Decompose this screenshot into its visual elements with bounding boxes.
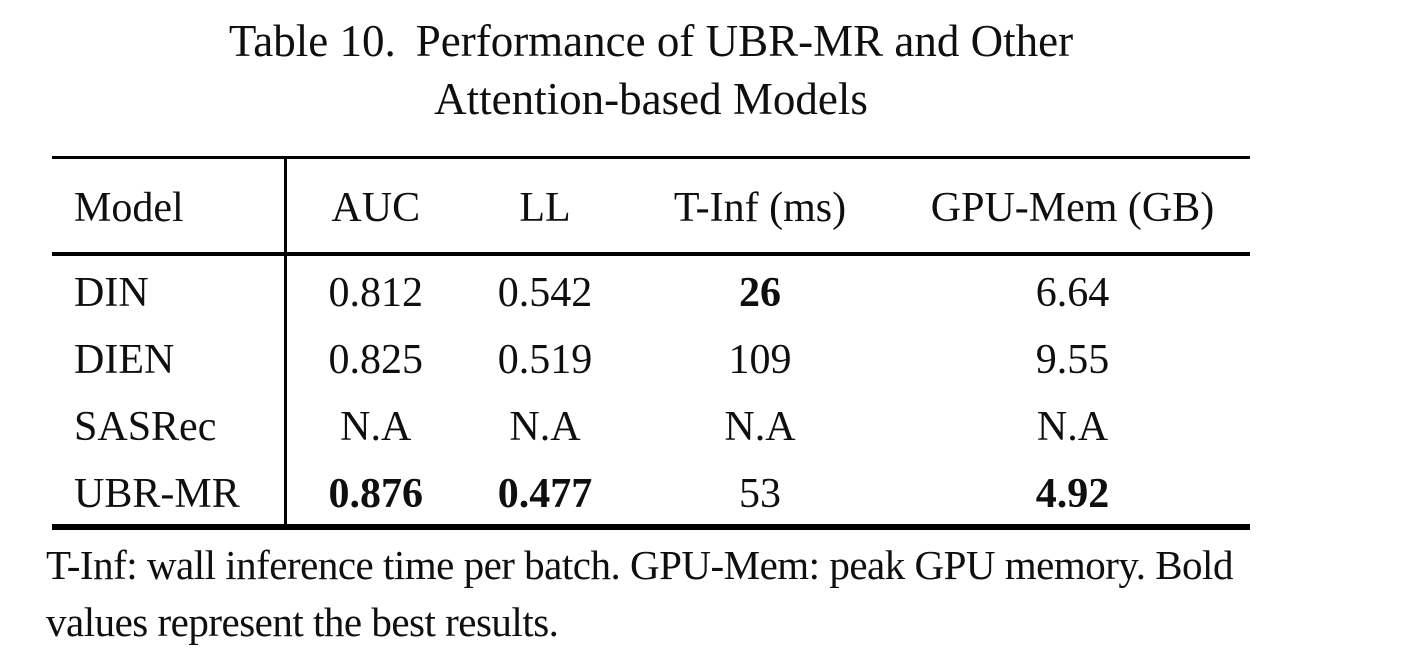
table-body: DIN 0.812 0.542 26 6.64 DIEN 0.825 0.519… [52, 254, 1250, 527]
table-cell: N.A [895, 390, 1250, 457]
table-row-dien: DIEN 0.825 0.519 109 9.55 [52, 323, 1250, 390]
table-cell: 4.92 [895, 457, 1250, 527]
model-name-cell: UBR-MR [52, 457, 287, 527]
table-cell: 0.876 [285, 457, 465, 527]
table-caption: Table 10. Performance of UBR-MR and Other… [52, 12, 1250, 128]
table-cell: 109 [625, 323, 895, 390]
column-header-gpumem: GPU-Mem (GB) [895, 157, 1250, 256]
cell-value: N.A [724, 404, 796, 450]
table-caption-line1: Table 10. Performance of UBR-MR and Other [52, 12, 1250, 70]
table-row-sasrec: SASRec N.A N.A N.A N.A [52, 390, 1250, 457]
cell-value: 6.64 [1035, 270, 1110, 316]
model-name-cell: DIN [52, 254, 287, 323]
table-cell: 26 [625, 254, 895, 323]
column-header-auc: AUC [285, 157, 465, 256]
cell-value: 9.55 [1035, 337, 1110, 383]
table-cell: 0.477 [465, 457, 625, 527]
column-header-model: Model [52, 157, 287, 256]
table-cell: 0.825 [285, 323, 465, 390]
table-cell: N.A [625, 390, 895, 457]
cell-value: 0.812 [328, 270, 424, 316]
cell-value: N.A [1036, 404, 1109, 450]
footnote-line1: T-Inf: wall inference time per batch. GP… [46, 542, 1233, 588]
column-header-tinf: T-Inf (ms) [625, 157, 895, 256]
model-name-cell: SASRec [52, 390, 287, 457]
cell-value: 26 [739, 270, 781, 316]
column-header-ll: LL [465, 157, 625, 256]
model-name-cell: DIEN [52, 323, 287, 390]
table-cell: N.A [465, 390, 625, 457]
table-row-ubr-mr: UBR-MR 0.876 0.477 53 4.92 [52, 457, 1250, 527]
table-cell: 0.542 [465, 254, 625, 323]
table-cell: 0.519 [465, 323, 625, 390]
cell-value: 0.542 [497, 270, 593, 316]
cell-value: 109 [728, 337, 792, 383]
cell-value: 0.477 [497, 471, 593, 517]
cell-value: 4.92 [1035, 471, 1110, 517]
table-row-din: DIN 0.812 0.542 26 6.64 [52, 254, 1250, 323]
table-cell: N.A [285, 390, 465, 457]
table-cell: 0.812 [285, 254, 465, 323]
footnote-line2: values represent the best results. [46, 599, 559, 645]
table-header: Model AUC LL T-Inf (ms) GPU-Mem (GB) [52, 157, 1250, 256]
cell-value: 0.876 [328, 471, 424, 517]
table-cell: 53 [625, 457, 895, 527]
table-cell: 9.55 [895, 323, 1250, 390]
results-table: Model AUC LL T-Inf (ms) GPU-Mem (GB) DIN… [52, 156, 1250, 530]
cell-value: 0.519 [497, 337, 593, 383]
table-footnote: T-Inf: wall inference time per batch. GP… [46, 537, 1396, 651]
cell-value: 0.825 [328, 337, 424, 383]
table-caption-line2: Attention-based Models [434, 74, 868, 124]
header-row: Model AUC LL T-Inf (ms) GPU-Mem (GB) [52, 157, 1250, 256]
table-cell: 6.64 [895, 254, 1250, 323]
table-caption-label: Table 10. [228, 16, 396, 66]
cell-value: 53 [739, 471, 781, 517]
table-caption-title: Performance of UBR-MR and Other [415, 16, 1074, 66]
cell-value: N.A [509, 404, 581, 450]
cell-value: N.A [340, 404, 412, 450]
